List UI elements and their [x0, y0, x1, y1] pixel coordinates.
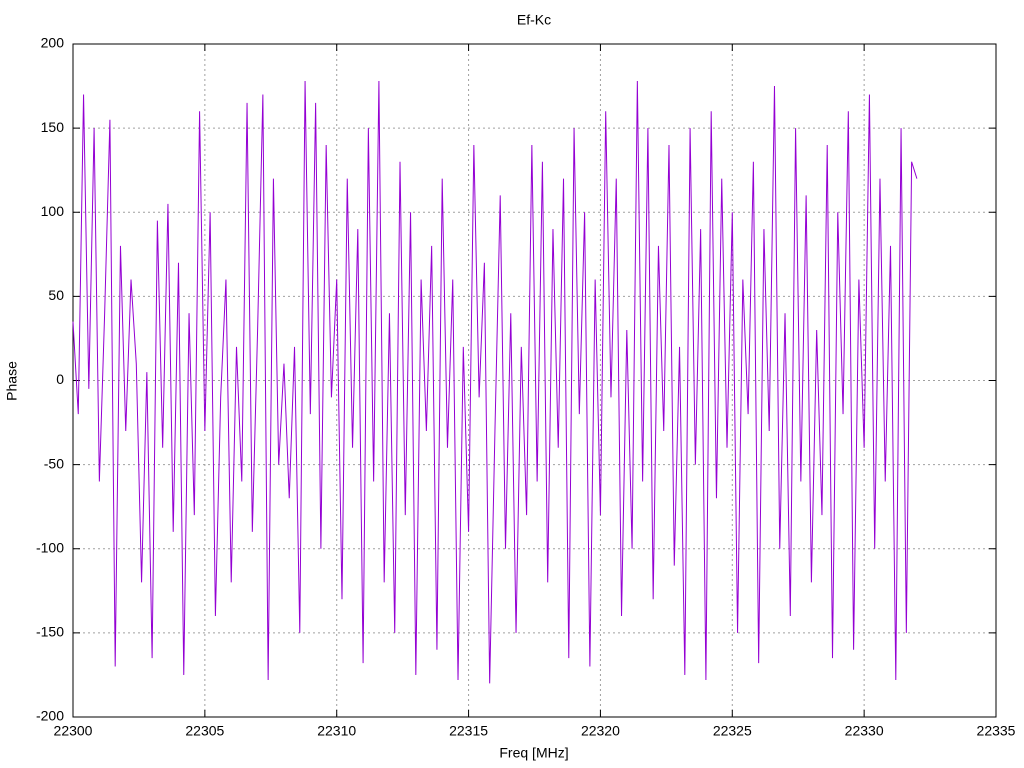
x-tick-label: 22315 [449, 723, 488, 739]
x-tick-label: 22330 [845, 723, 884, 739]
y-axis-label: Phase [4, 361, 20, 401]
y-tick-label: -100 [36, 539, 64, 555]
x-tick-label: 22335 [977, 723, 1016, 739]
x-tick-label: 22300 [54, 723, 93, 739]
y-tick-label: 0 [56, 371, 64, 387]
chart-title: Ef-Kc [517, 12, 551, 28]
x-tick-label: 22320 [581, 723, 620, 739]
x-tick-label: 22305 [185, 723, 224, 739]
y-tick-label: 50 [48, 287, 64, 303]
y-tick-label: 150 [41, 119, 65, 135]
y-tick-label: -150 [36, 624, 64, 640]
y-tick-label: -50 [44, 455, 64, 471]
x-axis-label: Freq [MHz] [499, 745, 568, 761]
x-tick-label: 22310 [317, 723, 356, 739]
plot-border [72, 43, 997, 718]
y-tick-label: -200 [36, 708, 64, 724]
x-tick-label: 22325 [713, 723, 752, 739]
y-tick-label: 200 [41, 35, 65, 51]
y-tick-label: 100 [41, 203, 65, 219]
data-line [72, 81, 918, 684]
